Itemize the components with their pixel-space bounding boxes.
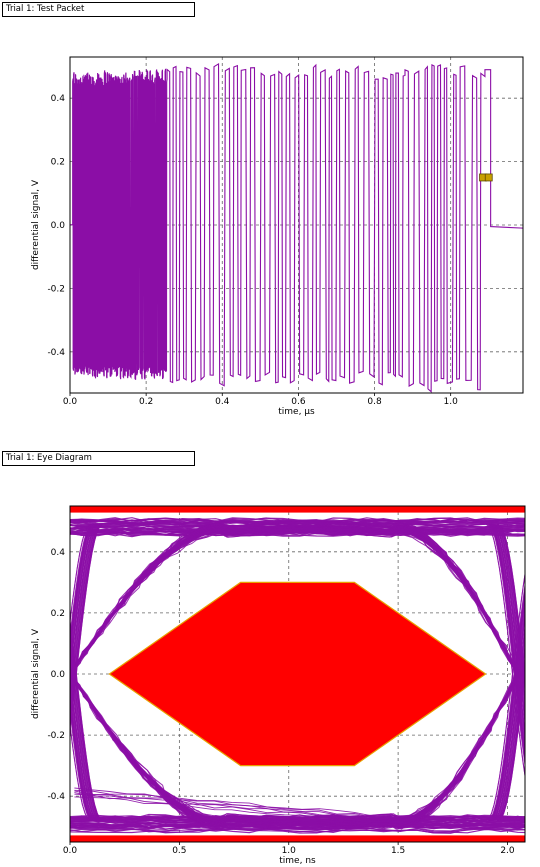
y-axis-label: differential signal, V xyxy=(31,628,41,719)
y-tick-label: 0.4 xyxy=(51,94,66,104)
eye-crossing-trace xyxy=(70,675,96,822)
eye-crossing-trace xyxy=(70,523,94,652)
chart1-title: Trial 1: Test Packet xyxy=(2,2,195,17)
eye-crossing-trace xyxy=(70,523,103,728)
chart1-frame xyxy=(69,56,524,394)
eye-crossing-trace xyxy=(70,702,93,822)
eye-transition-trace xyxy=(70,526,519,675)
x-tick-label: 0.0 xyxy=(63,846,78,856)
eye-crossing-trace xyxy=(492,523,525,727)
eye-transition-trace xyxy=(70,673,521,829)
chart1-test-packet: 0.0 0.2 0.4 0.6 0.8 1.0 0.4 0.2 0.0 -0.2 -0.4 time,… xyxy=(31,56,524,417)
x-tick-label: 0.2 xyxy=(139,397,153,407)
eye-stray-trace xyxy=(74,793,425,826)
eye-stray-trace xyxy=(74,792,425,824)
x-tick-label: 0.4 xyxy=(215,397,230,407)
eye-crossing-trace xyxy=(70,523,96,673)
y-tick-label: 0.4 xyxy=(51,548,66,558)
x-tick-label: 1.0 xyxy=(444,397,459,407)
chart1-marker xyxy=(484,173,493,182)
eye-crossing-trace xyxy=(70,523,91,627)
y-tick-label: -0.2 xyxy=(47,284,65,294)
eye-transition-trace xyxy=(70,523,520,675)
eye-crossing-trace xyxy=(491,523,525,742)
x-tick-label: 0.8 xyxy=(367,397,382,407)
eye-crossing-trace xyxy=(70,523,99,699)
eye-transition-trace xyxy=(70,524,520,675)
eye-level-trace xyxy=(70,519,525,526)
chart2-frame xyxy=(69,505,526,843)
eye-crossing-trace xyxy=(70,523,98,688)
eye-crossing-trace xyxy=(70,695,94,822)
eye-crossing-trace xyxy=(70,720,91,822)
eye-stray-trace xyxy=(74,796,425,828)
eye-crossing-trace xyxy=(70,523,101,710)
x-tick-label: 0.6 xyxy=(291,397,306,407)
y-tick-label: 0.2 xyxy=(51,158,65,168)
eye-transition-trace xyxy=(70,673,519,823)
eye-mask-upper-limit xyxy=(70,506,525,513)
x-tick-label: 2.0 xyxy=(500,846,515,856)
eye-stray-trace xyxy=(74,790,425,824)
eye-crossing-trace xyxy=(70,523,97,678)
x-axis-label: time, µs xyxy=(278,407,315,417)
x-tick-label: 0.5 xyxy=(172,846,186,856)
eye-crossing-trace xyxy=(496,523,525,694)
eye-crossing-trace xyxy=(70,684,95,822)
y-tick-label: -0.4 xyxy=(47,792,65,802)
eye-mask-polygon xyxy=(108,581,487,767)
eye-crossing-trace xyxy=(70,523,93,645)
eye-crossing-trace xyxy=(485,523,525,780)
y-tick-label: 0.2 xyxy=(51,609,65,619)
eye-crossing-trace xyxy=(70,523,102,722)
x-tick-label: 0.0 xyxy=(63,397,78,407)
eye-mask-lower-limit xyxy=(70,835,525,842)
eye-transition-trace xyxy=(70,673,519,830)
eye-stray-trace xyxy=(74,787,425,821)
eye-level-trace xyxy=(70,828,525,834)
y-axis-label: differential signal, V xyxy=(31,179,41,270)
eye-crossing-trace xyxy=(490,523,525,749)
eye-transition-trace xyxy=(70,528,519,675)
y-tick-label: 0.0 xyxy=(51,670,66,680)
x-tick-label: 1.5 xyxy=(391,846,405,856)
y-tick-label: -0.2 xyxy=(47,731,65,741)
eye-crossing-trace xyxy=(70,670,97,822)
chart2-title: Trial 1: Eye Diagram xyxy=(2,451,195,466)
eye-crossing-trace xyxy=(70,523,95,664)
eye-crossing-trace xyxy=(488,523,525,759)
y-tick-label: 0.0 xyxy=(51,221,66,231)
chart1-waveform-group xyxy=(70,62,523,393)
eye-crossing-trace xyxy=(494,523,525,717)
chart1-series-line xyxy=(70,62,523,393)
eye-crossing-trace xyxy=(495,523,525,706)
eye-transition-trace xyxy=(70,673,519,825)
eye-crossing-trace xyxy=(491,523,525,737)
x-tick-label: 1.0 xyxy=(282,846,297,856)
eye-crossing-trace xyxy=(488,523,525,765)
eye-crossing-trace xyxy=(497,523,525,688)
y-tick-label: -0.4 xyxy=(47,348,65,358)
chart2-traces-group xyxy=(70,517,525,834)
x-axis-label: time, ns xyxy=(279,856,316,866)
chart2-eye-diagram: 0.0 0.5 1.0 1.5 2.0 0.4 0.2 0.0 -0.2 -0.4 time, ns… xyxy=(31,505,526,866)
